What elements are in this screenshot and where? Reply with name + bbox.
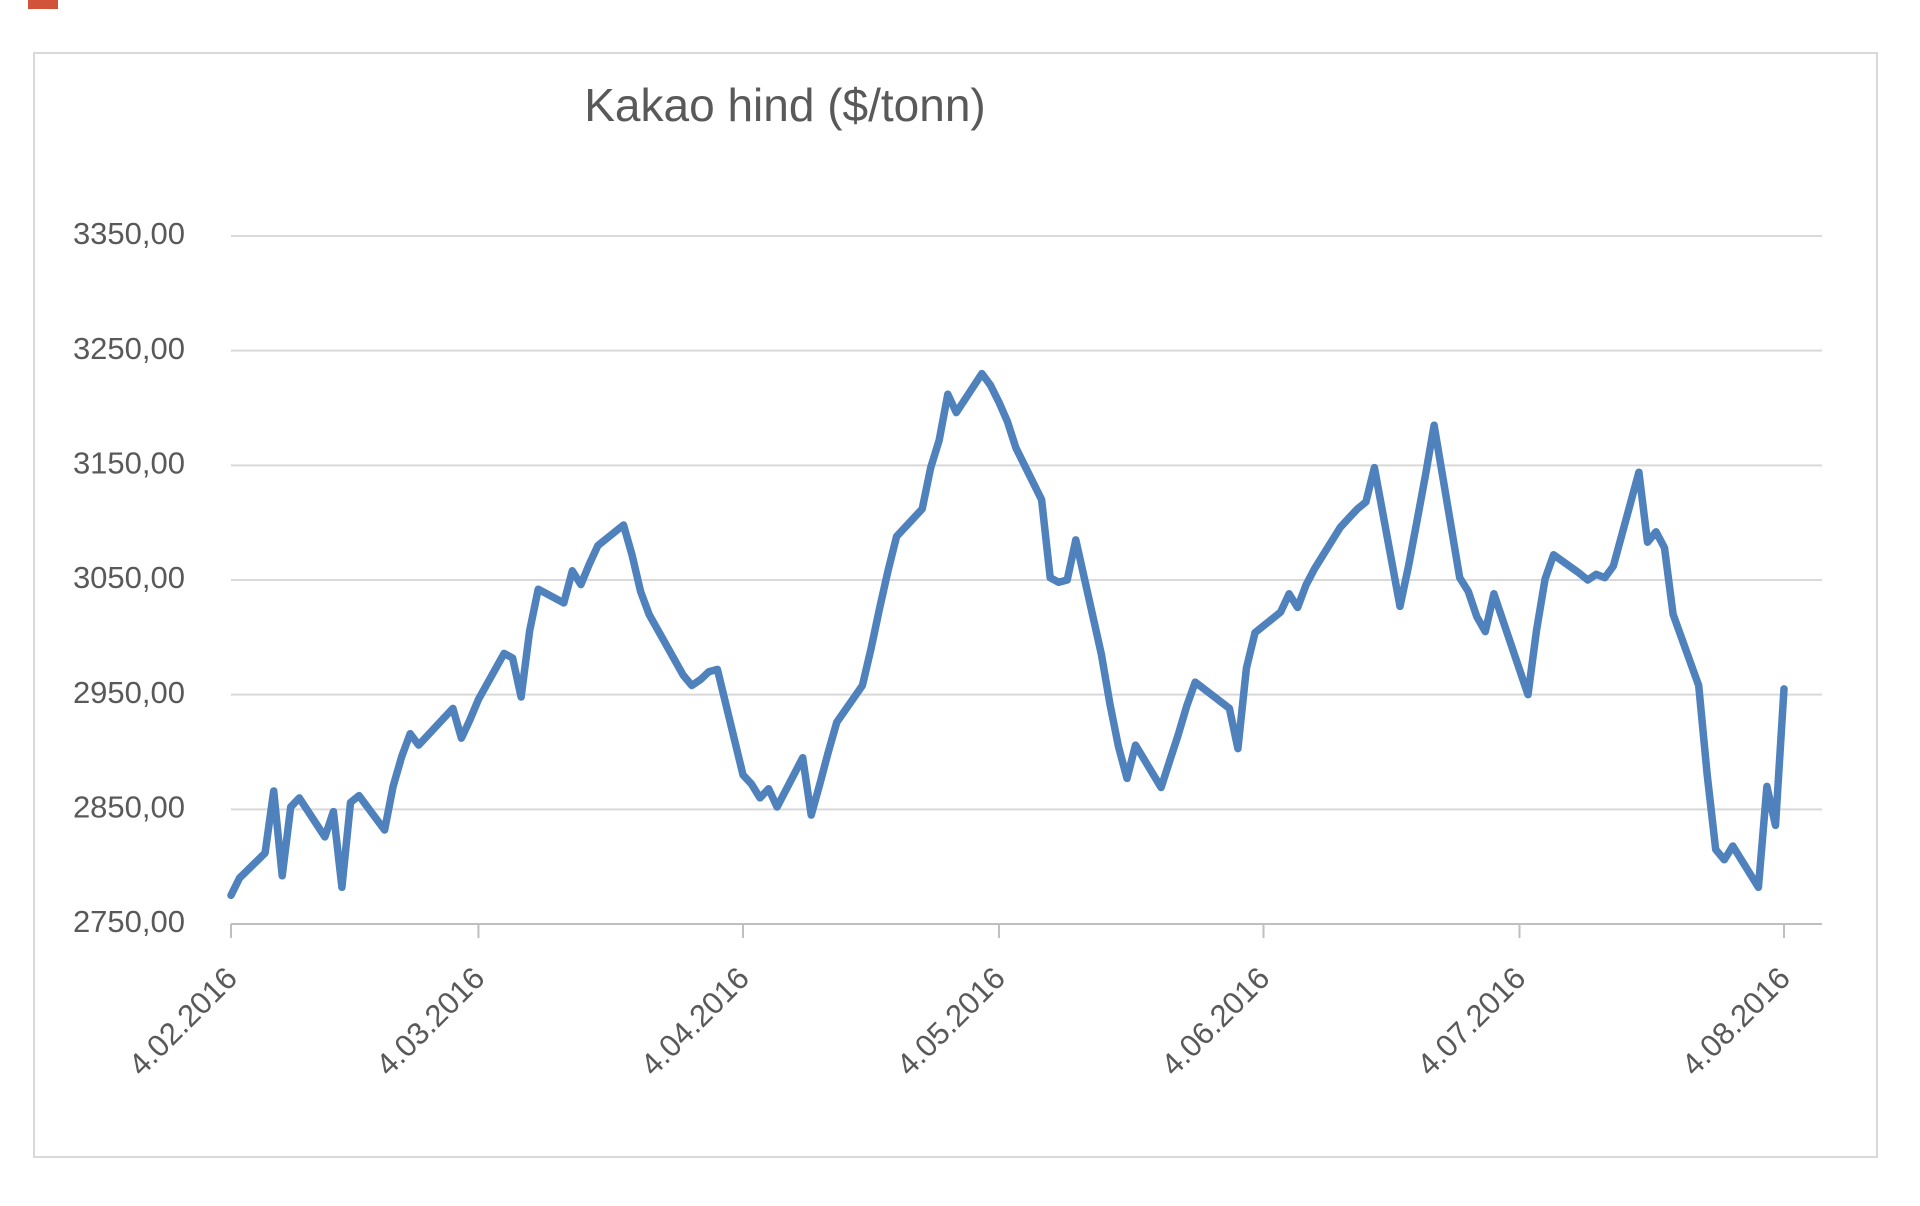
y-axis-label: 2950,00 [73,675,185,710]
price-chart: 2750,00 2850,00 2950,00 3050,00 3150,00 3250,… [73,216,1822,1082]
x-axis-label: 4.07.2016 [1410,960,1532,1082]
x-axis-label: 4.02.2016 [122,960,244,1082]
x-axis-label: 4.05.2016 [890,960,1012,1082]
x-axis-label: 4.06.2016 [1154,960,1276,1082]
x-axis-label: 4.04.2016 [634,960,756,1082]
y-axis-label: 3050,00 [73,560,185,595]
y-axis-label: 2850,00 [73,790,185,825]
y-axis-label: 3350,00 [73,216,185,251]
clipped-ui-artifact [28,0,58,9]
x-axis-label: 4.03.2016 [369,960,491,1082]
chart-frame[interactable]: Kakao hind ($/tonn) 2750,00 2850,00 2950,0… [33,52,1878,1158]
x-axis-label: 4.08.2016 [1675,960,1797,1082]
y-axis-label: 2750,00 [73,904,185,939]
y-axis-label: 3250,00 [73,331,185,366]
chart-title: Kakao hind ($/tonn) [584,79,986,131]
y-axis-label: 3150,00 [73,446,185,481]
price-line-series [227,369,1788,900]
